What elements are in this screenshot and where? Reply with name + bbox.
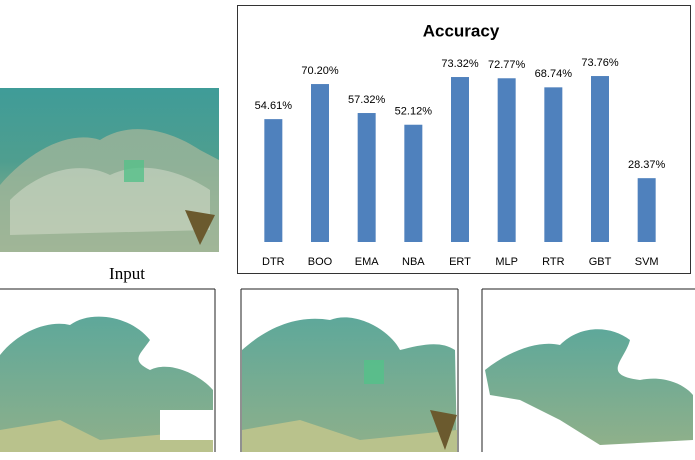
value-label: 68.74% <box>535 68 573 80</box>
value-label: 52.12% <box>395 106 433 118</box>
x-tick-label: GBT <box>589 256 612 268</box>
input-photo <box>0 88 219 252</box>
bar <box>451 77 469 242</box>
x-tick-label: EMA <box>355 256 380 268</box>
bar <box>357 113 376 242</box>
x-tick-label: SVM <box>635 256 659 268</box>
result-3 <box>481 288 695 452</box>
value-label: 28.37% <box>628 159 666 171</box>
value-label: 70.20% <box>301 65 339 77</box>
value-label: 73.76% <box>581 57 619 69</box>
value-label: 57.32% <box>348 94 386 106</box>
value-label: 72.77% <box>488 59 526 71</box>
bar <box>591 76 609 242</box>
bar <box>497 78 516 242</box>
result-1 <box>0 288 216 452</box>
x-tick-label: ERT <box>449 256 471 268</box>
bar <box>404 124 423 242</box>
value-label: 54.61% <box>255 100 293 112</box>
x-tick-label: DTR <box>262 256 285 268</box>
value-label: 73.32% <box>441 58 479 70</box>
bar <box>544 87 563 243</box>
bar <box>637 178 656 242</box>
bar <box>264 119 283 242</box>
bar <box>311 84 329 242</box>
x-tick-label: BOO <box>308 256 333 268</box>
chart-title: Accuracy <box>423 21 500 40</box>
plot: DTR 54.61% BOO 70.20% EMA 57.32% NBA 52.12% ERT 7… <box>255 57 666 268</box>
x-tick-label: RTR <box>542 256 564 268</box>
x-tick-label: MLP <box>495 256 518 268</box>
x-tick-label: NBA <box>402 256 425 268</box>
result-2 <box>240 288 459 452</box>
caption: Input <box>109 264 145 283</box>
